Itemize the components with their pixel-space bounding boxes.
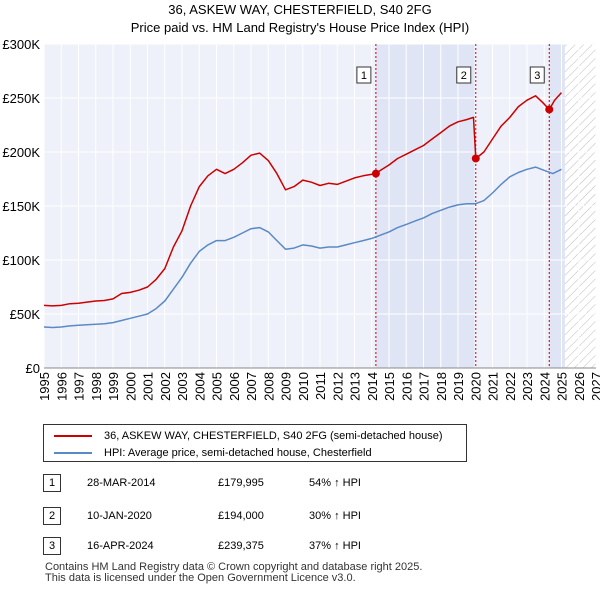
x-tick-label: 2005	[210, 372, 225, 401]
x-tick-label: 1995	[37, 372, 52, 401]
legend: 36, ASKEW WAY, CHESTERFIELD, S40 2FG (se…	[43, 424, 467, 462]
footer-licence: This data is licensed under the Open Gov…	[45, 572, 356, 584]
x-tick-label: 2025	[555, 372, 570, 401]
legend-label-hpi: HPI: Average price, semi-detached house,…	[104, 447, 372, 459]
sale-number-badge: 2	[43, 507, 61, 525]
sale-label-box: 2	[456, 66, 472, 84]
sale-price: £194,000	[218, 510, 264, 522]
sale-number-badge: 1	[43, 474, 61, 492]
x-tick-label: 1997	[72, 372, 87, 401]
x-tick-label: 1996	[54, 372, 69, 401]
sale-point	[545, 105, 554, 114]
sale-label-frame	[456, 66, 472, 84]
x-tick-label: 2023	[520, 372, 535, 401]
x-tick-label: 2008	[261, 372, 276, 401]
sale-row: 3 16-APR-2024 £239,375 37% ↑ HPI	[43, 537, 463, 557]
sale-price: £179,995	[218, 477, 264, 489]
legend-item-property: 36, ASKEW WAY, CHESTERFIELD, S40 2FG (se…	[54, 428, 442, 444]
sale-label-box: 3	[529, 66, 545, 84]
x-tick-label: 2003	[175, 372, 190, 401]
sale-label-box: 1	[356, 66, 372, 84]
property-price-line	[43, 92, 563, 307]
x-tick-label: 2026	[572, 372, 587, 401]
y-tick-label: £300K	[2, 37, 40, 52]
sale-hpi-change: 37% ↑ HPI	[309, 540, 361, 552]
sale-point	[471, 154, 480, 163]
x-tick-label: 2015	[382, 372, 397, 401]
x-tick-label: 2019	[451, 372, 466, 401]
footer-copyright: Contains HM Land Registry data © Crown c…	[45, 561, 423, 573]
y-tick-label: £0	[26, 361, 40, 376]
x-tick-label: 1999	[106, 372, 121, 401]
chart-title: 36, ASKEW WAY, CHESTERFIELD, S40 2FG	[168, 2, 431, 17]
sale-label-text: 2	[461, 70, 467, 82]
sale-label-text: 1	[361, 70, 367, 82]
x-tick-label: 2021	[486, 372, 501, 401]
x-tick-label: 2009	[279, 372, 294, 401]
x-tick-label: 2012	[330, 372, 345, 401]
sale-hpi-change: 54% ↑ HPI	[309, 477, 361, 489]
x-tick-label: 2001	[141, 372, 156, 401]
x-tick-label: 2014	[365, 372, 380, 401]
y-tick-label: £250K	[2, 91, 40, 106]
legend-item-hpi: HPI: Average price, semi-detached house,…	[54, 445, 372, 461]
price-chart: 36, ASKEW WAY, CHESTERFIELD, S40 2FG Pri…	[2, 2, 600, 401]
y-tick-label: £100K	[2, 253, 40, 268]
x-tick-label: 2006	[227, 372, 242, 401]
sale-row: 1 28-MAR-2014 £179,995 54% ↑ HPI	[43, 474, 463, 494]
x-tick-label: 2002	[158, 372, 173, 401]
x-tick-label: 2000	[123, 372, 138, 401]
footer: Contains HM Land Registry data © Crown c…	[45, 562, 422, 584]
legend-swatch-hpi	[54, 452, 92, 454]
sale-hpi-change: 30% ↑ HPI	[309, 510, 361, 522]
x-tick-label: 2018	[434, 372, 449, 401]
sale-point	[371, 169, 380, 178]
x-tick-label: 2007	[244, 372, 259, 401]
y-tick-label: £200K	[2, 145, 40, 160]
y-tick-label: £50K	[10, 307, 41, 322]
x-tick-label: 2013	[348, 372, 363, 401]
x-tick-label: 2020	[468, 372, 483, 401]
sale-label-frame	[529, 66, 545, 84]
x-tick-label: 2017	[417, 372, 432, 401]
x-tick-label: 2004	[192, 372, 207, 401]
x-tick-label: 2010	[296, 372, 311, 401]
sale-price: £239,375	[218, 540, 264, 552]
legend-label-property: 36, ASKEW WAY, CHESTERFIELD, S40 2FG (se…	[104, 430, 443, 442]
hpi-line	[43, 166, 562, 329]
sale-row: 2 10-JAN-2020 £194,000 30% ↑ HPI	[43, 507, 463, 527]
sale-label-frame	[356, 66, 372, 84]
chart-subtitle: Price paid vs. HM Land Registry's House …	[131, 20, 469, 35]
x-tick-label: 2024	[537, 372, 552, 401]
x-tick-label: 2027	[589, 372, 600, 401]
x-tick-label: 2016	[399, 372, 414, 401]
sale-number-badge: 3	[43, 537, 61, 555]
x-tick-label: 1998	[89, 372, 104, 401]
x-tick-label: 2011	[313, 372, 328, 400]
y-tick-label: £150K	[2, 199, 40, 214]
sale-date: 28-MAR-2014	[87, 477, 156, 489]
x-tick-label: 2022	[503, 372, 518, 401]
legend-swatch-property	[54, 435, 92, 437]
sale-date: 10-JAN-2020	[87, 510, 152, 522]
sale-label-text: 3	[534, 70, 540, 82]
sale-date: 16-APR-2024	[87, 540, 154, 552]
